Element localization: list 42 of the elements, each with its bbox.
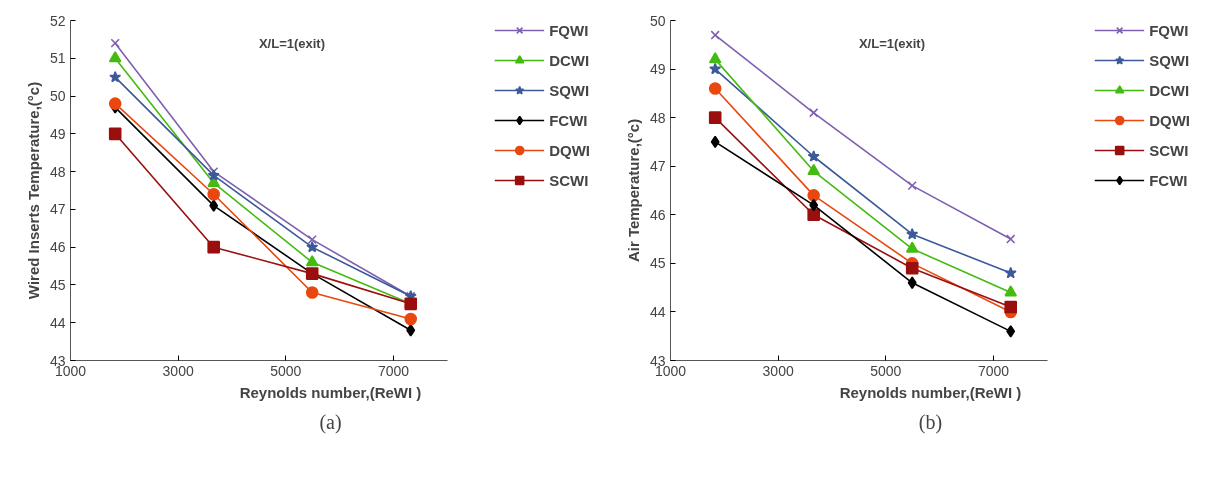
legend-label: DQWI [1149, 111, 1190, 129]
y-tick-label: 44 [649, 303, 666, 320]
legend-label: FQWI [1149, 21, 1189, 39]
y-tick-label: 44 [49, 314, 66, 331]
legend-label: DCWI [1149, 81, 1190, 99]
annotation: X/L=1(exit) [258, 35, 326, 51]
x-tick-label: 3000 [162, 362, 194, 379]
x-tick-label: 7000 [977, 362, 1010, 379]
y-tick-label: 45 [49, 276, 66, 293]
y-tick-label: 50 [49, 88, 66, 105]
y-tick-label: 46 [49, 239, 66, 256]
annotation: X/L=1(exit) [858, 35, 926, 51]
legend-label: SQWI [549, 81, 590, 99]
legend-label: SQWI [1149, 51, 1190, 69]
y-tick-label: 49 [649, 61, 666, 78]
legend-label: FCWI [549, 111, 588, 129]
y-tick-label: 50 [649, 12, 666, 29]
text: (b) [918, 410, 943, 434]
y-tick-label: 49 [49, 125, 66, 142]
legend-label: SCWI [1149, 141, 1189, 159]
y-tick-label: 51 [49, 50, 66, 67]
x-tick-label: 7000 [377, 362, 410, 379]
x-axis-title: Reynolds number,(ReWI ) [839, 383, 1022, 401]
legend-label: SCWI [549, 171, 589, 189]
legend-label: FCWI [1149, 171, 1188, 189]
y-tick-label: 46 [649, 206, 666, 223]
y-tick-label: 48 [649, 109, 666, 126]
legend-label: FQWI [549, 21, 589, 39]
y-tick-label: 45 [649, 255, 666, 272]
x-tick-label: 3000 [762, 362, 794, 379]
text: (a) [319, 410, 342, 434]
legend-label: DCWI [549, 51, 590, 69]
y-axis-title: Wired Inserts Temperature,(°c) [24, 81, 42, 300]
y-tick-label: 48 [49, 163, 66, 180]
y-axis-title: Air Temperature,(°c) [624, 118, 642, 263]
x-tick-label: 5000 [270, 362, 302, 379]
y-tick-label: 52 [49, 12, 66, 29]
x-axis-title: Reynolds number,(ReWI ) [239, 383, 422, 401]
x-tick-label: 5000 [870, 362, 902, 379]
y-tick-label: 47 [649, 158, 666, 175]
y-tick-label: 47 [49, 201, 66, 218]
legend-label: DQWI [549, 141, 590, 159]
